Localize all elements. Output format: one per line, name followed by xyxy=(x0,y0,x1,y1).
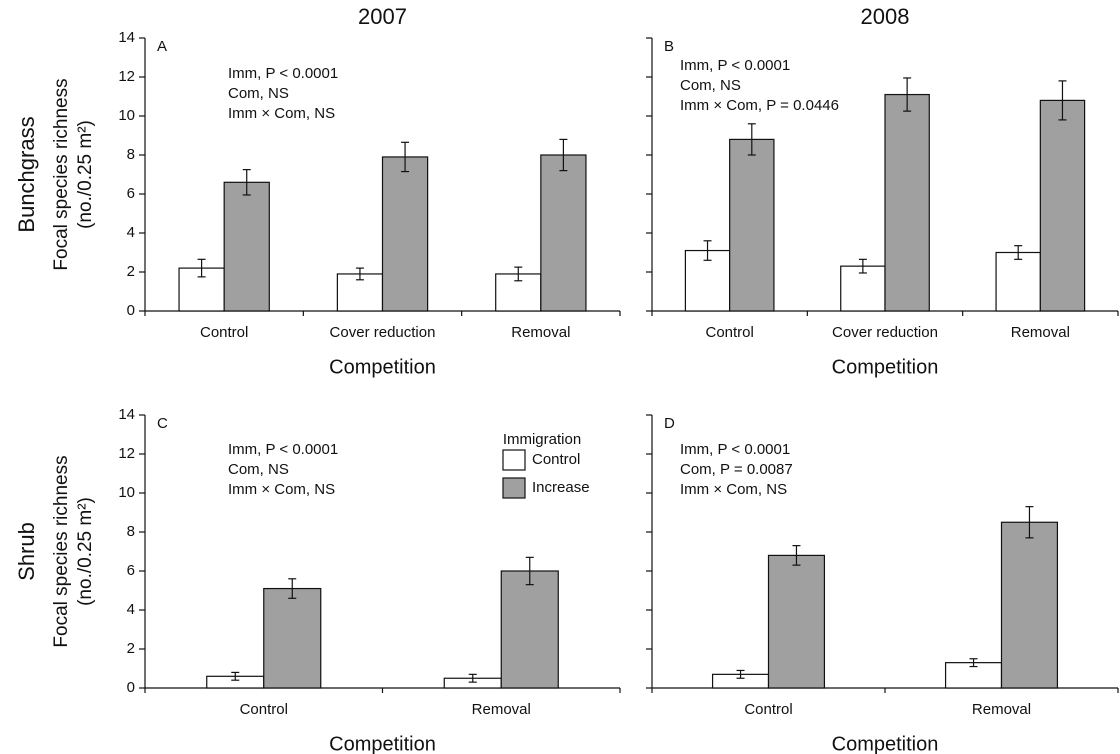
x-axis-label: Competition xyxy=(832,733,939,754)
panel-letter: D xyxy=(664,415,675,432)
x-tick-label: Control xyxy=(705,324,753,341)
x-tick-label: Removal xyxy=(472,701,531,718)
annotation: Com, P = 0.0087 xyxy=(680,461,793,478)
error-bar xyxy=(355,267,364,281)
bar xyxy=(540,154,587,312)
y-tick-label: 0 xyxy=(127,302,135,319)
annotation: Imm × Com, NS xyxy=(680,481,787,498)
bar xyxy=(381,156,429,312)
error-bar xyxy=(231,671,240,681)
annotation: Imm, P < 0.0001 xyxy=(228,65,338,82)
row-label: Shrub xyxy=(14,522,39,581)
annotation: Imm × Com, NS xyxy=(228,105,335,122)
error-bar xyxy=(903,77,912,112)
bar xyxy=(1000,521,1059,689)
annotation: Com, NS xyxy=(228,461,289,478)
y-axis-label: Focal species richness xyxy=(51,455,72,647)
legend-swatch xyxy=(502,449,526,471)
error-bar xyxy=(969,658,978,668)
annotation: Imm × Com, NS xyxy=(228,481,335,498)
legend-title: Immigration xyxy=(503,431,581,448)
y-tick-label: 12 xyxy=(118,445,135,462)
annotation: Imm × Com, P = 0.0446 xyxy=(680,97,839,114)
chart-title: 2008 xyxy=(861,4,910,29)
bar xyxy=(840,265,886,312)
annotation: Imm, P < 0.0001 xyxy=(228,441,338,458)
bar xyxy=(495,273,542,312)
error-bar xyxy=(559,138,568,172)
annotation: Com, NS xyxy=(228,85,289,102)
annotation: Imm, P < 0.0001 xyxy=(680,57,790,74)
error-bar xyxy=(1058,80,1067,121)
error-bar xyxy=(288,578,297,599)
bar xyxy=(1039,99,1086,312)
legend-label: Increase xyxy=(532,479,590,496)
panel-letter: B xyxy=(664,38,674,55)
x-axis-label: Competition xyxy=(832,356,939,378)
bar xyxy=(500,570,559,689)
x-tick-label: Removal xyxy=(1011,324,1070,341)
y-tick-label: 14 xyxy=(118,406,135,423)
x-tick-label: Control xyxy=(744,701,792,718)
error-bar xyxy=(736,669,745,679)
annotation: Imm, P < 0.0001 xyxy=(680,441,790,458)
y-tick-label: 10 xyxy=(118,107,135,124)
error-bar xyxy=(747,123,756,156)
x-axis-label: Competition xyxy=(329,733,436,754)
y-tick-label: 2 xyxy=(127,263,135,280)
y-tick-label: 12 xyxy=(118,68,135,85)
error-bar xyxy=(703,240,712,261)
chart-title: 2007 xyxy=(358,4,407,29)
bar xyxy=(995,251,1041,312)
panel-letter: A xyxy=(157,38,167,55)
error-bar xyxy=(197,258,206,278)
error-bar xyxy=(1014,245,1023,260)
x-tick-label: Removal xyxy=(972,701,1031,718)
y-tick-label: 2 xyxy=(127,640,135,657)
error-bar xyxy=(401,141,410,173)
y-tick-label: 6 xyxy=(127,185,135,202)
bar xyxy=(729,138,775,312)
y-tick-label: 0 xyxy=(127,679,135,696)
error-bar xyxy=(1025,506,1034,539)
y-axis-label: Focal species richness xyxy=(51,78,72,270)
y-axis-label: (no./0.25 m²) xyxy=(75,120,96,229)
error-bar xyxy=(792,545,801,566)
bar xyxy=(223,181,270,312)
y-axis-label: (no./0.25 m²) xyxy=(75,497,96,606)
x-tick-label: Removal xyxy=(511,324,570,341)
row-label: Bunchgrass xyxy=(14,116,39,232)
y-tick-label: 14 xyxy=(118,29,135,46)
legend-swatch xyxy=(502,477,526,499)
error-bar xyxy=(525,556,534,586)
x-tick-label: Control xyxy=(240,701,288,718)
y-tick-label: 4 xyxy=(127,601,135,618)
y-tick-label: 4 xyxy=(127,224,135,241)
y-tick-label: 8 xyxy=(127,523,135,540)
error-bar xyxy=(858,258,867,274)
error-bar xyxy=(468,673,477,683)
y-tick-label: 10 xyxy=(118,484,135,501)
bar xyxy=(767,554,826,689)
y-tick-label: 8 xyxy=(127,146,135,163)
x-tick-label: Cover reduction xyxy=(330,324,436,341)
x-axis-label: Competition xyxy=(329,356,436,378)
y-tick-label: 6 xyxy=(127,562,135,579)
panel-letter: C xyxy=(157,415,168,432)
x-tick-label: Cover reduction xyxy=(832,324,938,341)
legend-label: Control xyxy=(532,451,580,468)
error-bar xyxy=(514,266,523,282)
bar xyxy=(263,587,322,689)
x-tick-label: Control xyxy=(200,324,248,341)
annotation: Com, NS xyxy=(680,77,741,94)
bar xyxy=(884,93,930,312)
error-bar xyxy=(242,169,251,196)
